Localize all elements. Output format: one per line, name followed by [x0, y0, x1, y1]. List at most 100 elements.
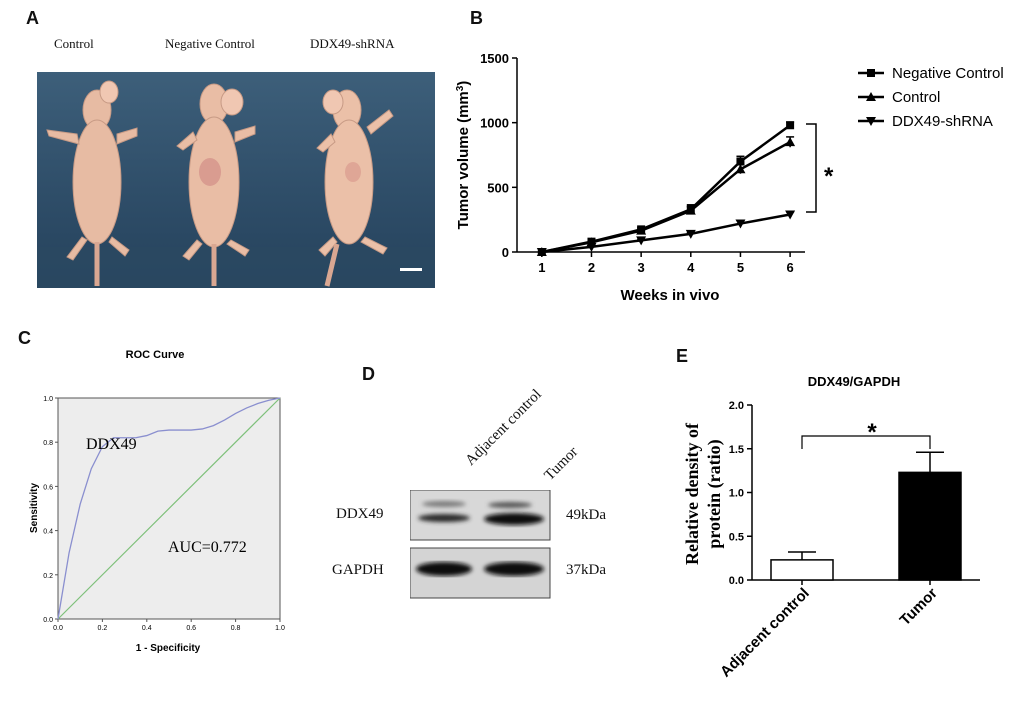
photo-label-control: Control: [54, 36, 94, 51]
c-y-tick-label: 0.0: [43, 617, 53, 624]
mouse-photo: [37, 72, 435, 288]
b-series-line-1: [541, 140, 791, 254]
e-x-tick-label: Tumor: [897, 585, 941, 629]
mouse-negative-control: [176, 83, 256, 286]
e-title: DDX49/GAPDH: [808, 374, 900, 389]
b-legend-marker: [867, 69, 875, 77]
b-x-tick-label: 1: [538, 260, 545, 275]
b-x-tick-label: 6: [786, 260, 793, 275]
e-bar-1: [898, 471, 962, 581]
b-series-line-2: [541, 213, 791, 254]
mouse-ddx49-shrna: [316, 89, 394, 287]
c-y-tick-label: 1.0: [43, 396, 53, 403]
e-y-tick-label: 0.5: [729, 531, 744, 543]
b-y-tick-label: 1500: [480, 51, 509, 66]
band-ddx49-adjacent: [418, 514, 470, 522]
chart-ddx49-gapdh: DDX49/GAPDH 0.0 0.5 1.0 1.5 2.0 Adjacent cont…: [682, 374, 980, 681]
photo-label-negative-control: Negative Control: [165, 36, 255, 51]
c-y-tick-label: 0.6: [43, 484, 53, 491]
b-y-tick-label: 500: [487, 180, 509, 195]
c-y-tick-label: 0.2: [43, 573, 53, 580]
band-gapdh-tumor: [484, 562, 544, 576]
c-auc-label: AUC=0.772: [168, 539, 247, 556]
panel-label-b: B: [470, 8, 483, 28]
b-x-axis-label: Weeks in vivo: [621, 287, 720, 304]
b-data-point: [785, 210, 796, 220]
b-y-tick-label: 1000: [480, 116, 509, 131]
c-title: ROC Curve: [126, 349, 185, 361]
panel-label-e: E: [676, 346, 689, 366]
b-data-point: [786, 121, 795, 130]
b-axes: 0 500 1000 1500 1 2 3 4 5 6: [480, 51, 805, 275]
b-data-point: [735, 219, 746, 229]
band-ddx49-tumor: [484, 513, 544, 525]
b-y-axis-label-main: Tumor volume (mm: [455, 91, 472, 229]
e-y-tick-label: 0.0: [729, 575, 744, 587]
b-data-point: [736, 157, 745, 166]
b-data-point: [785, 137, 796, 147]
b-x-tick-label: 5: [737, 260, 744, 275]
b-legend-label: Control: [892, 89, 940, 106]
e-x-tick-label: Adjacent control: [717, 585, 813, 681]
b-x-tick-label: 3: [638, 260, 645, 275]
b-data-point: [586, 242, 597, 252]
c-reference-line: [57, 397, 281, 620]
b-data-point: [735, 164, 746, 174]
b-legend-marker: [866, 92, 876, 101]
b-data-point: [685, 229, 696, 239]
c-x-tick-label: 0.0: [53, 625, 63, 632]
blot-row-ddx49-label: DDX49: [336, 506, 384, 522]
b-y-axis-label: Tumor volume (mm3): [455, 81, 472, 230]
b-legend-label: DDX49-shRNA: [892, 113, 993, 130]
e-y-tick-label: 1.5: [729, 444, 744, 456]
b-series-line-0: [541, 124, 791, 254]
c-plot: 0.00.0 0.2 0.2 0.4 0.4 0.6 0.6 0.8 0.8 1.0 1.0: [43, 396, 285, 632]
e-significance-bracket: [801, 435, 931, 449]
b-x-tick-label: 4: [687, 260, 695, 275]
c-roc-line: [57, 397, 281, 620]
b-data-point: [636, 236, 647, 246]
b-legend: Negative Control Control DDX49-shRNA: [858, 65, 1004, 130]
photo-label-ddx49-shrna: DDX49-shRNA: [310, 36, 395, 51]
blot-row-ddx49-size: 49kDa: [566, 507, 606, 523]
c-x-tick-label: 0.2: [98, 625, 108, 632]
c-x-tick-label: 0.4: [142, 625, 152, 632]
blot-row-gapdh-label: GAPDH: [332, 562, 384, 578]
blot-row-gapdh-size: 37kDa: [566, 562, 606, 578]
western-blot-image: [410, 490, 551, 599]
b-y-tick-label: 0: [502, 245, 509, 260]
b-significance-bracket: [806, 123, 817, 213]
e-y-tick-label: 1.0: [729, 488, 744, 500]
b-x-tick-label: 2: [588, 260, 595, 275]
b-data-point: [536, 248, 547, 257]
e-y-tick-label: 2.0: [729, 400, 744, 412]
c-x-tick-label: 0.6: [186, 625, 196, 632]
c-curve-label: DDX49: [86, 436, 137, 453]
band-gapdh-adjacent: [416, 562, 472, 576]
scale-bar: [400, 268, 422, 271]
c-x-tick-label: 0.8: [231, 625, 241, 632]
e-y-axis-label-line1: Relative density of: [682, 422, 702, 565]
e-bar-0: [770, 559, 834, 581]
c-y-axis-label: Sensitivity: [29, 483, 40, 533]
panel-label-c: C: [18, 328, 31, 348]
b-series: [536, 121, 796, 257]
b-y-axis-label-end: ): [455, 81, 472, 86]
b-y-axis-label-sup: 3: [455, 85, 466, 91]
e-y-axis-label-line2: protein (ratio): [704, 439, 725, 548]
b-legend-label: Negative Control: [892, 65, 1004, 82]
e-plot: 0.0 0.5 1.0 1.5 2.0 Adjacent control Tumor: [717, 400, 980, 681]
b-data-point: [685, 205, 696, 215]
b-significance-star: *: [824, 163, 834, 190]
c-y-tick-label: 0.4: [43, 529, 53, 536]
c-x-axis-label: 1 - Specificity: [136, 643, 201, 654]
chart-tumor-volume: 0 500 1000 1500 1 2 3 4 5 6 Negative Control Contr…: [455, 51, 1004, 304]
blot-lane-adjacent-control: Adjacent control: [462, 386, 545, 469]
c-x-tick-label: 1.0: [275, 625, 285, 632]
mouse-control: [46, 80, 138, 286]
panel-label-a: A: [26, 8, 39, 28]
b-data-point: [636, 225, 647, 235]
b-legend-marker: [866, 117, 876, 126]
chart-roc-curve: ROC Curve 0.00.0 0.2 0.2 0.4 0.4 0.6 0.6 0.8 0.8…: [29, 349, 285, 654]
e-significance-star: *: [867, 419, 877, 446]
